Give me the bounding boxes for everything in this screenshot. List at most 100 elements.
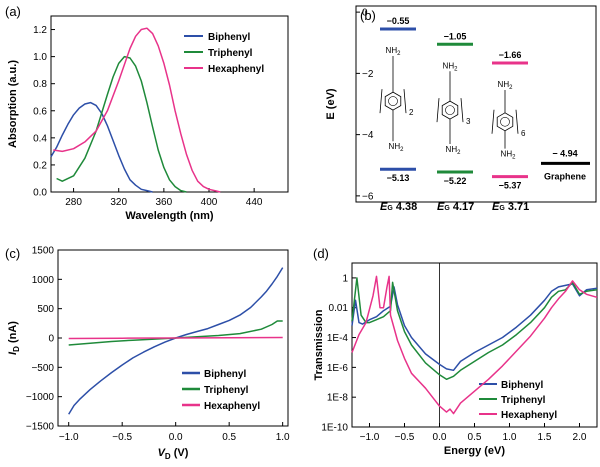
- y-tick-label: 0.2: [33, 160, 47, 171]
- y-tick-label: 0.6: [33, 106, 47, 117]
- y-tick-label: 500: [37, 304, 54, 315]
- y-tick-label: −6: [362, 191, 374, 202]
- y-axis-title: Transmission: [313, 309, 325, 380]
- y-axis-title: Absorption (a.u.): [7, 60, 19, 148]
- y-tick-label: 0: [362, 8, 368, 19]
- y-tick-label: 1E-10: [321, 423, 348, 434]
- repeat-count: 2: [409, 108, 414, 117]
- aromatic-circle: [445, 105, 455, 115]
- amine-bottom: NH2: [389, 142, 405, 153]
- amine-top: NH2: [443, 61, 459, 72]
- y-tick-label: 1E-8: [327, 393, 349, 404]
- panel-c-label: (c): [5, 246, 20, 261]
- x-axis-title: VD (V): [158, 447, 189, 461]
- x-tick-label: −1.0: [360, 432, 380, 443]
- legend-label: Hexaphenyl: [501, 410, 557, 421]
- y-tick-label: −500: [31, 363, 54, 374]
- y-tick-label: 0.0: [33, 188, 47, 199]
- y-tick-label: 1500: [32, 246, 55, 257]
- y-axis-title: ID (nA): [7, 321, 21, 355]
- legend-label: Hexaphenyl: [204, 401, 260, 412]
- repeat-brackets: [436, 98, 464, 123]
- x-tick-label: 440: [246, 197, 263, 208]
- amine-top: NH2: [498, 80, 514, 91]
- x-tick-label: 1.0: [276, 432, 290, 443]
- series-line-triphenyl: [56, 55, 187, 193]
- lumo-value: −1.66: [499, 50, 522, 60]
- panel-a-frame: [50, 15, 289, 193]
- panel-b-label: (b): [360, 8, 376, 23]
- benzene-ring: [496, 112, 514, 132]
- lumo-value: −0.55: [387, 16, 410, 26]
- y-tick-label: −2: [362, 69, 374, 80]
- panel-d-label: (d): [313, 246, 329, 261]
- x-tick-label: 0.0: [433, 432, 447, 443]
- x-tick-label: −1.0: [59, 432, 79, 443]
- legend-label: Biphenyl: [501, 380, 543, 391]
- aromatic-circle: [500, 116, 510, 127]
- amine-bottom: NH2: [501, 150, 517, 161]
- legend-label: Triphenyl: [204, 385, 249, 396]
- x-tick-label: 280: [65, 197, 82, 208]
- panel-a-label: (a): [5, 4, 21, 19]
- legend-label: Triphenyl: [501, 395, 546, 406]
- repeat-brackets: [379, 89, 407, 114]
- series-line-hexaphenyl: [68, 336, 283, 340]
- x-tick-label: 0.0: [169, 432, 183, 443]
- panel-b-frame: [355, 5, 597, 203]
- legend-label: Triphenyl: [208, 48, 253, 59]
- x-axis-title: Energy (eV): [444, 445, 505, 457]
- y-tick-label: 0.8: [33, 79, 47, 90]
- y-tick-label: 1E-6: [327, 363, 349, 374]
- gap-label: EG 4.17: [437, 201, 474, 213]
- homo-value: −5.37: [499, 181, 522, 191]
- series-line-biphenyl: [351, 283, 598, 372]
- x-tick-label: 320: [110, 197, 127, 208]
- x-tick-label: 400: [201, 197, 218, 208]
- y-tick-label: 1.0: [33, 52, 47, 63]
- x-tick-label: −0.5: [112, 432, 132, 443]
- x-tick-label: 2.0: [573, 432, 587, 443]
- homo-value: −5.13: [387, 173, 410, 183]
- amine-top: NH2: [386, 46, 402, 57]
- y-tick-label: 0.01: [329, 303, 349, 314]
- x-tick-label: −0.5: [395, 432, 415, 443]
- gap-label: EG 3.71: [492, 201, 529, 213]
- graphene-value: − 4.94: [552, 148, 577, 158]
- series-line-hexaphenyl: [53, 27, 221, 193]
- series-line-triphenyl: [351, 277, 598, 381]
- x-tick-label: 1.0: [503, 432, 517, 443]
- series-line-hexaphenyl: [351, 275, 598, 415]
- series-line-triphenyl: [68, 320, 283, 346]
- y-tick-label: 1E-4: [327, 333, 349, 344]
- repeat-count: 3: [466, 117, 471, 126]
- homo-value: −5.22: [444, 176, 467, 186]
- repeat-count: 6: [521, 129, 526, 138]
- y-tick-label: −1000: [26, 392, 55, 403]
- y-tick-label: −1500: [26, 422, 55, 433]
- y-tick-label: 1000: [32, 275, 55, 286]
- y-tick-label: 0.4: [33, 133, 47, 144]
- series-line-biphenyl: [68, 267, 284, 415]
- legend-label: Biphenyl: [208, 32, 250, 43]
- benzene-ring: [441, 100, 459, 120]
- amine-bottom: NH2: [446, 145, 462, 156]
- repeat-brackets: [491, 109, 519, 134]
- y-tick-label: −4: [362, 130, 374, 141]
- x-tick-label: 360: [156, 197, 173, 208]
- x-tick-label: 1.5: [538, 432, 552, 443]
- y-tick-label: 1.2: [33, 25, 47, 36]
- x-axis-title: Wavelength (nm): [125, 210, 214, 222]
- gap-label: EG 4.38: [380, 201, 417, 213]
- y-tick-label: 0: [48, 334, 54, 345]
- x-tick-label: 0.5: [222, 432, 236, 443]
- y-axis-title: E (eV): [325, 88, 337, 120]
- legend-label: Biphenyl: [204, 369, 246, 380]
- benzene-ring: [384, 91, 402, 111]
- graphene-label: Graphene: [544, 171, 586, 181]
- aromatic-circle: [388, 96, 398, 106]
- panel-d-frame: [351, 262, 598, 428]
- lumo-value: −1.05: [444, 31, 467, 41]
- x-tick-label: 0.5: [468, 432, 482, 443]
- y-tick-label: 1: [342, 273, 348, 284]
